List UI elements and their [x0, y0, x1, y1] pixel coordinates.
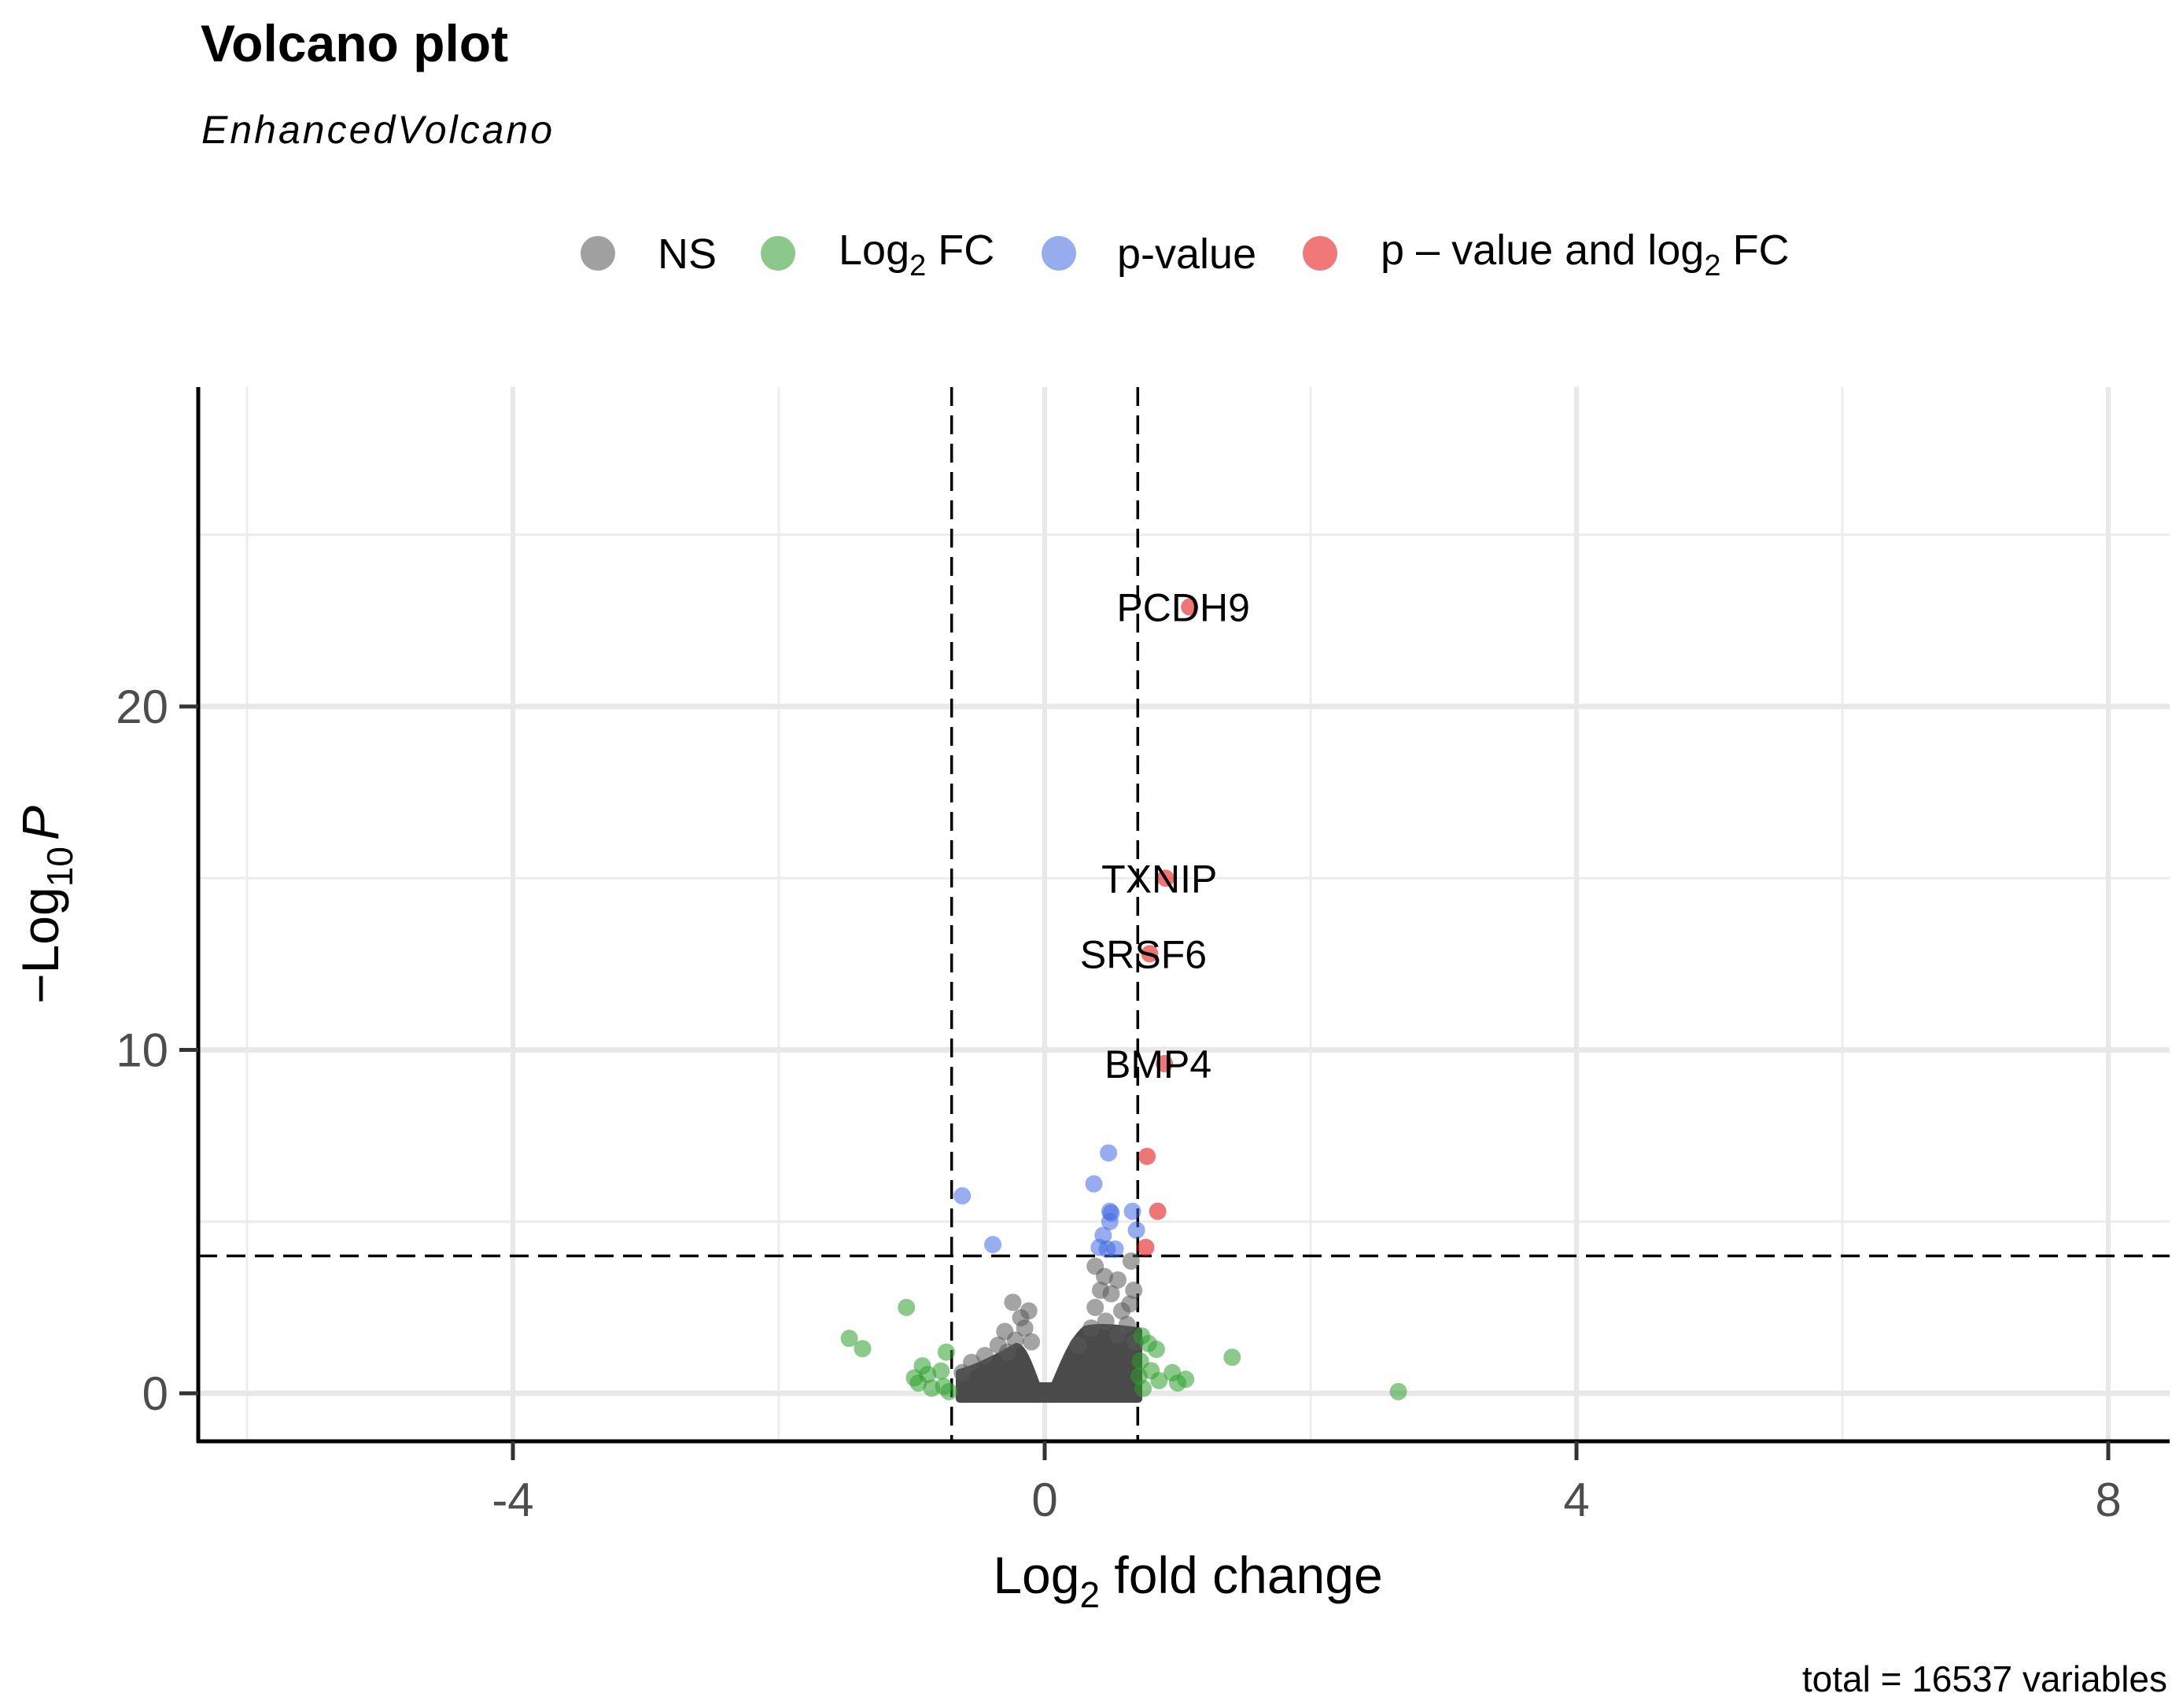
- legend-dot-icon: [1042, 236, 1076, 271]
- data-point-ns: [1096, 1267, 1114, 1286]
- data-point-p: [1085, 1175, 1103, 1193]
- data-point-fc-p: [1137, 1238, 1155, 1256]
- data-point-p: [984, 1235, 1002, 1253]
- gene-label-bmp4: BMP4: [1104, 1042, 1211, 1086]
- gene-label-srsf6: SRSF6: [1080, 932, 1207, 976]
- legend-label: p – value and log2 FC: [1381, 227, 1789, 282]
- legend-item-pvalue: p-value: [1042, 231, 1256, 278]
- x-axis-title: Log2 fold change: [993, 1546, 1382, 1615]
- chart-subtitle: EnhancedVolcano: [201, 108, 555, 152]
- data-point-fc: [923, 1379, 941, 1397]
- legend-label: NS: [658, 231, 717, 278]
- legend-label: Log2 FC: [839, 227, 994, 282]
- data-point-fc: [1130, 1367, 1148, 1385]
- axes: -4 0 4 8 0 10 20: [116, 387, 2170, 1526]
- data-point-p: [1127, 1221, 1145, 1239]
- gene-labels: PCDH9 TXNIP SRSF6 BMP4: [1080, 585, 1250, 1086]
- legend-dot-icon: [761, 236, 795, 271]
- x-tick-label: 8: [2095, 1474, 2121, 1526]
- data-point-p: [1100, 1144, 1118, 1162]
- data-point-fc: [905, 1369, 924, 1387]
- legend: NS Log2 FC p-value p – value and log2 FC: [581, 227, 1789, 282]
- data-point-fc: [1223, 1348, 1241, 1367]
- data-points: [840, 598, 1407, 1400]
- data-point-fc: [840, 1330, 858, 1348]
- data-point-ns: [953, 1363, 972, 1382]
- data-point-ns: [1082, 1319, 1101, 1337]
- data-point-fc: [1139, 1334, 1157, 1352]
- data-point-p: [1123, 1202, 1141, 1220]
- data-point-fc: [940, 1382, 958, 1400]
- data-point-ns: [1125, 1282, 1143, 1300]
- data-point-ns: [975, 1346, 994, 1364]
- data-point-fc: [1389, 1382, 1407, 1400]
- gene-label-txnip: TXNIP: [1101, 857, 1217, 901]
- caption-total-variables: total = 16537 variables: [1802, 1658, 2167, 1699]
- x-tick-label: -4: [492, 1474, 533, 1526]
- x-tick-label: 4: [1563, 1474, 1589, 1526]
- y-tick-label: 20: [116, 681, 168, 733]
- data-point-p: [1098, 1240, 1116, 1258]
- y-tick-label: 10: [116, 1024, 168, 1077]
- data-point-ns: [1102, 1285, 1120, 1303]
- data-point-fc: [898, 1298, 916, 1316]
- y-tick-label: 0: [142, 1367, 168, 1420]
- legend-item-pvalue-and-log2fc: p – value and log2 FC: [1303, 227, 1789, 282]
- x-tick-label: 0: [1031, 1474, 1057, 1526]
- chart-title: Volcano plot: [201, 14, 508, 72]
- data-point-ns: [1108, 1271, 1127, 1289]
- data-point-ns: [1121, 1295, 1139, 1313]
- data-point-fc: [937, 1343, 955, 1361]
- data-point-fc: [932, 1362, 950, 1380]
- data-point-ns: [1016, 1319, 1034, 1337]
- data-point-fc: [854, 1340, 872, 1358]
- data-point-ns: [1023, 1333, 1041, 1351]
- grid-lines: [198, 387, 2170, 1441]
- data-point-fc-p: [1141, 945, 1159, 963]
- legend-label: p-value: [1117, 231, 1256, 278]
- data-point-ns: [1122, 1252, 1140, 1270]
- data-point-ns: [1097, 1312, 1115, 1330]
- data-point-ns: [1069, 1336, 1087, 1354]
- data-point-fc-p: [1156, 869, 1174, 887]
- data-point-fc-p: [1149, 1202, 1167, 1220]
- legend-item-ns: NS: [581, 231, 717, 278]
- data-point-p: [953, 1187, 972, 1205]
- gene-label-pcdh9: PCDH9: [1116, 585, 1249, 629]
- data-point-fc: [1150, 1371, 1168, 1389]
- data-point-ns: [1108, 1326, 1127, 1344]
- legend-item-log2fc: Log2 FC: [761, 227, 994, 282]
- y-axis-title: −Log10P: [11, 806, 80, 1004]
- data-point-fc-p: [1156, 1054, 1174, 1072]
- data-point-fc-p: [1181, 598, 1199, 616]
- legend-dot-icon: [581, 236, 615, 271]
- data-point-ns: [1004, 1293, 1022, 1311]
- data-point-fc-p: [1138, 1147, 1156, 1165]
- data-point-p: [1101, 1212, 1119, 1230]
- data-point-fc: [1169, 1374, 1186, 1392]
- data-point-ns: [998, 1343, 1016, 1361]
- data-point-ns: [1086, 1298, 1104, 1316]
- legend-dot-icon: [1303, 236, 1337, 271]
- data-point-fc: [919, 1365, 937, 1383]
